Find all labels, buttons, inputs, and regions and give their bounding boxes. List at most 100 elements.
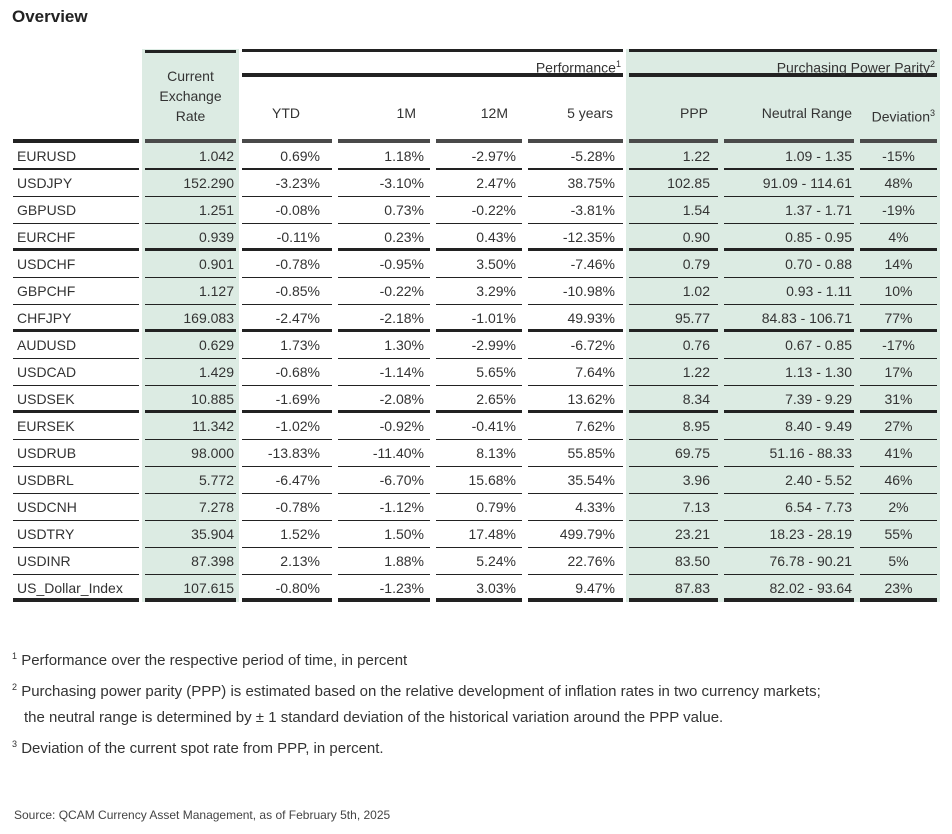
cell-deviation: 77% xyxy=(857,305,940,332)
header-deviation: Deviation3 xyxy=(857,77,940,143)
cell-value: EURUSD xyxy=(13,143,139,170)
cell-value: 5% xyxy=(860,548,937,575)
cell-value: -3.10% xyxy=(338,170,430,197)
cell-value: US_Dollar_Index xyxy=(13,575,139,602)
table-row: USDSEK 10.885 -1.69% -2.08% 2.65% 13.62% 8.34 7… xyxy=(10,386,940,413)
cell-neutral-range: 1.09 - 1.35 xyxy=(721,143,857,170)
cell-value: 55% xyxy=(860,521,937,548)
cell-pair: GBPUSD xyxy=(10,197,142,224)
header-rate-line: Current xyxy=(167,68,214,84)
cell-1m: -2.08% xyxy=(335,386,433,413)
cell-rate: 35.904 xyxy=(142,521,239,548)
footnote-2: 2 Purchasing power parity (PPP) is estim… xyxy=(12,682,821,700)
cell-value: 3.29% xyxy=(436,278,522,305)
cell-12m: 0.79% xyxy=(433,494,525,521)
cell-value: 1.251 xyxy=(145,197,236,224)
cell-value: 0.23% xyxy=(338,224,430,251)
cell-value: 0.79 xyxy=(629,251,718,278)
cell-value: USDCAD xyxy=(13,359,139,386)
cell-value: 2.13% xyxy=(242,548,332,575)
cell-neutral-range: 1.13 - 1.30 xyxy=(721,359,857,386)
cell-value: 3.50% xyxy=(436,251,522,278)
cell-1m: -0.92% xyxy=(335,413,433,440)
cell-value: -1.69% xyxy=(242,386,332,413)
cell-value: 8.34 xyxy=(629,386,718,413)
cell-ytd: 1.52% xyxy=(239,521,335,548)
cell-rate: 1.429 xyxy=(142,359,239,386)
cell-5y: 4.33% xyxy=(525,494,626,521)
cell-value: USDCNH xyxy=(13,494,139,521)
cell-12m: 5.65% xyxy=(433,359,525,386)
cell-value: 1.429 xyxy=(145,359,236,386)
cell-value: 4% xyxy=(860,224,937,251)
cell-ppp: 1.54 xyxy=(626,197,721,224)
header-5y: 5 years xyxy=(525,77,626,143)
performance-label: Performance xyxy=(535,59,616,76)
cell-1m: -2.18% xyxy=(335,305,433,332)
footnote-3: 3 Deviation of the current spot rate fro… xyxy=(12,739,384,757)
cell-1m: -0.22% xyxy=(335,278,433,305)
cell-deviation: 41% xyxy=(857,440,940,467)
cell-1m: -1.12% xyxy=(335,494,433,521)
cell-value: 46% xyxy=(860,467,937,494)
cell-value: 1.13 - 1.30 xyxy=(724,359,854,386)
cell-value: 87.398 xyxy=(145,548,236,575)
cell-ppp: 1.22 xyxy=(626,143,721,170)
cell-deviation: 27% xyxy=(857,413,940,440)
table-row: GBPUSD 1.251 -0.08% 0.73% -0.22% -3.81% 1.54 1.… xyxy=(10,197,940,224)
cell-ppp: 0.90 xyxy=(626,224,721,251)
cell-value: 23.21 xyxy=(629,521,718,548)
cell-value: 7.278 xyxy=(145,494,236,521)
cell-value: 11.342 xyxy=(145,413,236,440)
cell-neutral-range: 2.40 - 5.52 xyxy=(721,467,857,494)
cell-deviation: -19% xyxy=(857,197,940,224)
header-rate: Current Exchange Rate xyxy=(142,49,239,143)
cell-value: 9.47% xyxy=(528,575,623,602)
cell-value: 18.23 - 28.19 xyxy=(724,521,854,548)
cell-value: 49.93% xyxy=(528,305,623,332)
cell-value: -0.08% xyxy=(242,197,332,224)
cell-value: GBPUSD xyxy=(13,197,139,224)
cell-value: 3.03% xyxy=(436,575,522,602)
table-row: GBPCHF 1.127 -0.85% -0.22% 3.29% -10.98% 1.02 0… xyxy=(10,278,940,305)
cell-neutral-range: 0.85 - 0.95 xyxy=(721,224,857,251)
cell-value: 48% xyxy=(860,170,937,197)
cell-12m: -1.01% xyxy=(433,305,525,332)
cell-12m: 17.48% xyxy=(433,521,525,548)
cell-neutral-range: 18.23 - 28.19 xyxy=(721,521,857,548)
cell-value: 55.85% xyxy=(528,440,623,467)
cell-1m: -11.40% xyxy=(335,440,433,467)
cell-pair: USDTRY xyxy=(10,521,142,548)
table-row: CHFJPY 169.083 -2.47% -2.18% -1.01% 49.93% 95.… xyxy=(10,305,940,332)
cell-ytd: -0.78% xyxy=(239,251,335,278)
cell-value: 0.67 - 0.85 xyxy=(724,332,854,359)
cell-value: -12.35% xyxy=(528,224,623,251)
cell-value: -0.41% xyxy=(436,413,522,440)
cell-value: 6.54 - 7.73 xyxy=(724,494,854,521)
cell-value: 10.885 xyxy=(145,386,236,413)
cell-value: 7.62% xyxy=(528,413,623,440)
cell-pair: US_Dollar_Index xyxy=(10,575,142,602)
cell-deviation: 55% xyxy=(857,521,940,548)
table-row: AUDUSD 0.629 1.73% 1.30% -2.99% -6.72% 0.76 0.6… xyxy=(10,332,940,359)
cell-value: -2.18% xyxy=(338,305,430,332)
cell-value: -0.68% xyxy=(242,359,332,386)
cell-12m: -2.97% xyxy=(433,143,525,170)
cell-value: -1.14% xyxy=(338,359,430,386)
cell-deviation: 14% xyxy=(857,251,940,278)
cell-value: 3.96 xyxy=(629,467,718,494)
cell-value: -2.47% xyxy=(242,305,332,332)
cell-neutral-range: 91.09 - 114.61 xyxy=(721,170,857,197)
cell-value: 1.22 xyxy=(629,143,718,170)
cell-value: 0.629 xyxy=(145,332,236,359)
cell-value: 91.09 - 114.61 xyxy=(724,170,854,197)
cell-5y: -6.72% xyxy=(525,332,626,359)
cell-rate: 1.042 xyxy=(142,143,239,170)
cell-value: -0.95% xyxy=(338,251,430,278)
cell-value: 1.88% xyxy=(338,548,430,575)
cell-value: 152.290 xyxy=(145,170,236,197)
cell-ppp: 8.34 xyxy=(626,386,721,413)
cell-value: 2.47% xyxy=(436,170,522,197)
cell-value: -1.01% xyxy=(436,305,522,332)
header-performance: Performance1 xyxy=(239,49,626,77)
